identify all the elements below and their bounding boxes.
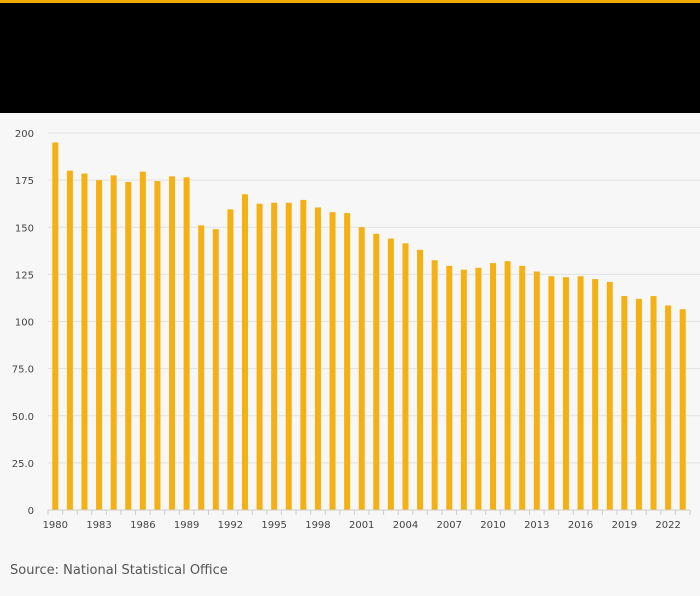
bar-2023 xyxy=(679,309,686,510)
bar-1994 xyxy=(256,203,263,510)
bar-2006 xyxy=(431,260,438,510)
x-tick-label: 2013 xyxy=(524,520,549,531)
bar-2000 xyxy=(344,213,351,511)
y-tick-label: 100 xyxy=(15,318,34,329)
bar-2001 xyxy=(358,227,365,510)
bar-1985 xyxy=(125,182,132,510)
x-tick-label: 2010 xyxy=(480,520,505,531)
x-tick-label: 1992 xyxy=(218,520,243,531)
x-tick-label: 1986 xyxy=(130,520,155,531)
bar-2009 xyxy=(475,267,482,510)
chart-area: 0 25.0 50.0 75.0 100 125 150 175 200 1980 1983 1986… xyxy=(0,113,700,543)
x-tick-label: 1998 xyxy=(305,520,330,531)
source-note: Source: National Statistical Office xyxy=(10,563,228,578)
x-tick-label: 1989 xyxy=(174,520,199,531)
accent-line xyxy=(0,0,700,3)
bar-2019 xyxy=(621,296,628,510)
bar-2013 xyxy=(533,271,540,510)
x-tick-label: 2016 xyxy=(568,520,593,531)
x-tick-label: 1995 xyxy=(261,520,286,531)
bar-1992 xyxy=(227,209,234,510)
bar-1987 xyxy=(154,181,161,510)
bar-2020 xyxy=(635,298,642,510)
bar-1982 xyxy=(81,173,88,510)
y-tick-label: 125 xyxy=(15,270,34,281)
bar-1983 xyxy=(96,180,103,510)
bar-1981 xyxy=(66,170,73,510)
bar-1995 xyxy=(271,202,278,510)
bar-2016 xyxy=(577,276,584,510)
y-tick-label: 200 xyxy=(15,129,34,140)
bar-2010 xyxy=(490,263,497,510)
bar-1980 xyxy=(52,142,59,511)
bar-1999 xyxy=(329,212,336,511)
bar-1991 xyxy=(212,229,219,510)
bar-1990 xyxy=(198,225,205,510)
x-tick-label: 2019 xyxy=(612,520,637,531)
x-tick-label: 2004 xyxy=(393,520,418,531)
x-tick-label: 1980 xyxy=(43,520,68,531)
bar-1989 xyxy=(183,177,190,511)
y-tick-label: 150 xyxy=(15,223,34,234)
bar-1986 xyxy=(139,171,146,510)
y-tick-label: 50.0 xyxy=(12,412,34,423)
x-tick-label: 2022 xyxy=(655,520,680,531)
bar-2007 xyxy=(446,265,453,510)
bar-2022 xyxy=(665,305,672,510)
header-band xyxy=(0,3,700,113)
bar-chart: 0 25.0 50.0 75.0 100 125 150 175 200 1980 1983 1986… xyxy=(12,129,700,531)
y-tick-label: 75.0 xyxy=(12,365,34,376)
bar-2002 xyxy=(373,233,380,510)
bar-2011 xyxy=(504,261,511,510)
x-tick-label: 1983 xyxy=(86,520,111,531)
bar-1988 xyxy=(169,176,176,511)
bar-1996 xyxy=(285,202,292,510)
bar-2014 xyxy=(548,276,555,510)
bar-2008 xyxy=(460,269,467,510)
bar-1998 xyxy=(314,207,321,510)
bar-2021 xyxy=(650,296,657,510)
bar-2017 xyxy=(592,279,599,510)
y-tick-label: 25.0 xyxy=(12,459,34,470)
bar-2012 xyxy=(519,265,526,510)
x-tick-label: 2001 xyxy=(349,520,374,531)
bar-1993 xyxy=(241,194,248,510)
x-tick-label: 2007 xyxy=(437,520,462,531)
bar-2003 xyxy=(387,238,394,510)
y-tick-label: 0 xyxy=(28,506,34,517)
bar-2015 xyxy=(562,277,569,510)
bar-2004 xyxy=(402,243,409,510)
bar-1984 xyxy=(110,175,117,510)
bar-2005 xyxy=(417,249,424,510)
bar-2018 xyxy=(606,281,613,510)
y-tick-label: 175 xyxy=(15,176,34,187)
bar-1997 xyxy=(300,199,307,510)
